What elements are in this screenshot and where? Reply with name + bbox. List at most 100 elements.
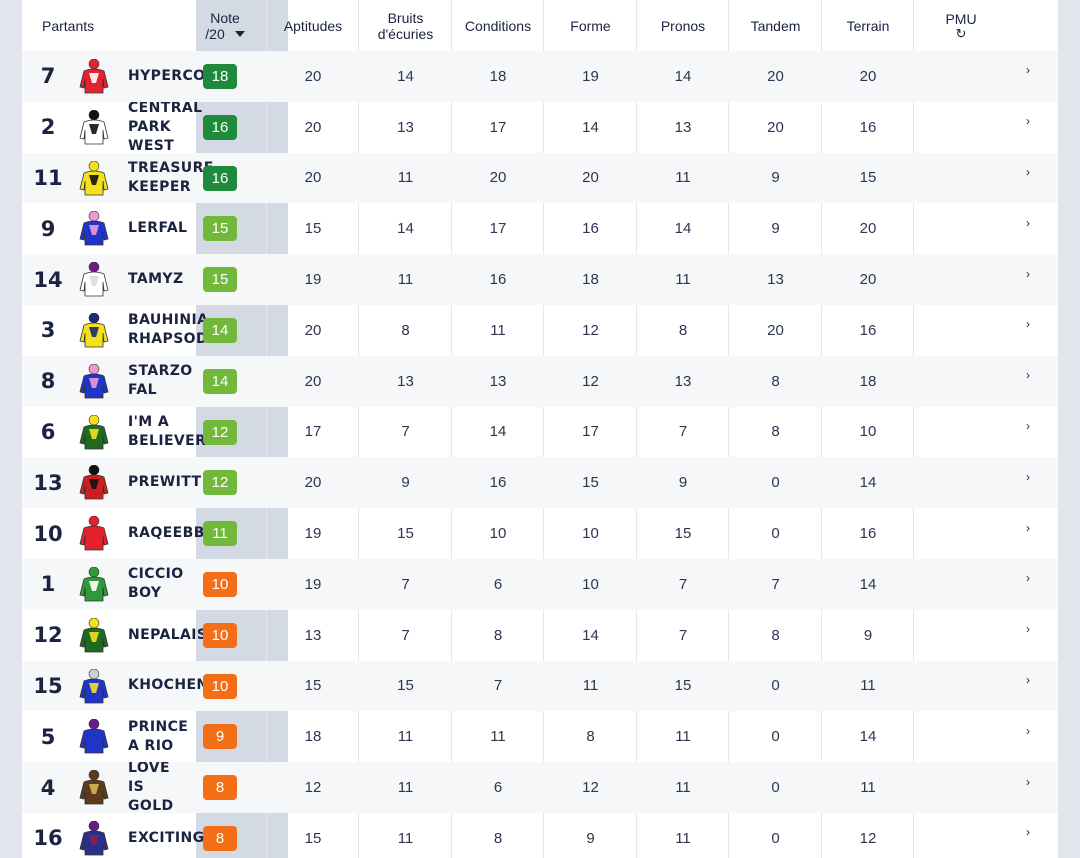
conditions-value: 16 [489, 474, 507, 492]
chevron-right-icon[interactable]: › [1026, 63, 1030, 78]
aptitudes-value: 19 [304, 575, 322, 593]
forme-value: 10 [582, 525, 599, 543]
jockey-silk-icon [77, 769, 111, 806]
column-header-conditions[interactable]: Conditions [452, 0, 544, 51]
pronos-value: 7 [678, 626, 688, 644]
conditions-value: 6 [493, 575, 503, 593]
chevron-right-icon[interactable]: › [1026, 368, 1030, 383]
chevron-right-icon[interactable]: › [1026, 672, 1030, 687]
horse-name[interactable]: STARZO FAL [128, 363, 193, 399]
column-header-terrain[interactable]: Terrain [822, 0, 914, 51]
note-badge: 16 [203, 114, 237, 140]
forme-value: 19 [582, 67, 599, 85]
chevron-right-icon[interactable]: › [1026, 723, 1030, 738]
horse-name[interactable]: RAQEEBB [128, 525, 205, 542]
forme-value: 20 [582, 169, 599, 187]
horse-name[interactable]: I'M A BELIEVER [128, 413, 207, 449]
chevron-right-icon[interactable]: › [1026, 266, 1030, 281]
chevron-right-icon[interactable]: › [1026, 164, 1030, 179]
bruits-value: 11 [397, 728, 414, 746]
column-header-aptitudes[interactable]: Aptitudes [267, 0, 359, 51]
column-divider [728, 0, 729, 858]
column-header-forme[interactable]: Forme [544, 0, 637, 51]
chevron-right-icon[interactable]: › [1026, 825, 1030, 840]
bruits-value: 13 [397, 118, 414, 136]
table-row[interactable]: 12 NEPALAIS 10 13 7 8 14 7 8 9 › [22, 610, 1058, 661]
refresh-icon[interactable]: ↻ [955, 25, 967, 41]
chevron-right-icon[interactable]: › [1026, 571, 1030, 586]
caret-down-icon[interactable] [234, 30, 245, 37]
note-badge: 16 [203, 165, 237, 191]
pronos-value: 11 [675, 779, 691, 797]
jockey-silk-icon [77, 58, 111, 95]
table-row[interactable]: 14 TAMYZ 15 19 11 16 18 11 13 20 › [22, 254, 1058, 305]
column-header-bruits[interactable]: Bruits d'écuries [359, 0, 452, 51]
conditions-value: 7 [493, 677, 503, 695]
table-row[interactable]: 9 LERFAL 15 15 14 17 16 14 9 20 › [22, 203, 1058, 254]
chevron-right-icon[interactable]: › [1026, 114, 1030, 129]
tandem-value: 20 [767, 321, 784, 339]
table-row[interactable]: 6 I'M A BELIEVER 12 17 7 14 17 7 8 10 › [22, 407, 1058, 458]
column-header-tandem[interactable]: Tandem [729, 0, 822, 51]
horse-name[interactable]: TAMYZ [128, 271, 184, 288]
horse-name[interactable]: PRINCE A RIO [128, 718, 189, 754]
table-row[interactable]: 7 HYPERCORE 18 20 14 18 19 14 20 20 › [22, 51, 1058, 102]
column-header-pmu[interactable]: PMU ↻ [914, 0, 1008, 51]
runner-number: 14 [33, 267, 63, 292]
aptitudes-value: 20 [304, 169, 322, 187]
horse-name[interactable]: EXCITING [128, 829, 205, 846]
chevron-right-icon[interactable]: › [1026, 317, 1030, 332]
table-row[interactable]: 8 STARZO FAL 14 20 13 13 12 13 8 18 › [22, 355, 1058, 407]
horse-name[interactable]: BAUHINIA RHAPSODY [128, 312, 218, 348]
chevron-right-icon[interactable]: › [1026, 469, 1030, 484]
horse-name[interactable]: CICCIO BOY [128, 566, 184, 602]
horse-name[interactable]: NEPALAIS [128, 626, 208, 643]
tandem-value: 8 [771, 626, 780, 644]
table-row[interactable]: 3 BAUHINIA RHAPSODY 14 20 8 11 12 8 20 1… [22, 305, 1058, 356]
chevron-right-icon[interactable]: › [1026, 622, 1030, 637]
jockey-silk-icon [77, 719, 111, 755]
conditions-value: 11 [490, 728, 506, 746]
table-row[interactable]: 4 LOVE IS GOLD 8 12 11 6 12 11 0 11 › [22, 762, 1058, 813]
conditions-value: 11 [490, 321, 506, 339]
table-row[interactable]: 16 EXCITING 8 15 11 8 9 11 0 12 › [22, 813, 1058, 858]
horse-name[interactable]: LOVE IS GOLD [128, 762, 174, 813]
forme-value: 15 [582, 474, 599, 492]
bruits-value: 8 [401, 321, 410, 339]
jockey-silk-icon [77, 109, 111, 146]
jockey-silk-icon [77, 160, 111, 197]
runner-number: 4 [40, 775, 56, 800]
column-header-forme-label: Forme [570, 17, 611, 34]
pronos-value: 13 [674, 118, 692, 136]
chevron-right-icon[interactable]: › [1026, 215, 1030, 230]
horse-name[interactable]: LERFAL [128, 220, 188, 237]
column-header-note[interactable]: Note /20 [192, 0, 258, 51]
horse-name[interactable]: HYPERCORE [128, 67, 224, 84]
horse-name[interactable]: PREWITT [128, 474, 202, 491]
terrain-value: 11 [860, 677, 876, 695]
column-header-pronos[interactable]: Pronos [637, 0, 729, 51]
table-row[interactable]: 11 TREASURE KEEPER 16 20 11 20 20 11 9 1… [22, 152, 1058, 204]
table-row[interactable]: 1 CICCIO BOY 10 19 7 6 10 7 7 14 › [22, 558, 1058, 610]
table-row[interactable]: 13 PREWITT 12 20 9 16 15 9 0 14 › [22, 457, 1058, 509]
horse-name[interactable]: CENTRAL PARK WEST [128, 101, 203, 153]
column-header-note-sub: /20 [205, 25, 225, 42]
chevron-right-icon[interactable]: › [1026, 774, 1030, 789]
bruits-value: 15 [397, 525, 414, 543]
runner-number: 13 [33, 470, 63, 495]
note-badge: 14 [203, 368, 237, 394]
horse-name[interactable]: KHOCHENKO [128, 677, 224, 694]
chevron-right-icon[interactable]: › [1026, 520, 1030, 535]
column-header-partants[interactable]: Partants [42, 0, 162, 51]
table-row[interactable]: 5 PRINCE A RIO 9 18 11 11 8 11 0 14 › [22, 711, 1058, 762]
terrain-value: 20 [859, 220, 877, 238]
column-divider [451, 0, 452, 858]
chevron-right-icon[interactable]: › [1026, 418, 1030, 433]
table-row[interactable]: 15 KHOCHENKO 10 15 15 7 11 15 0 11 › [22, 660, 1058, 712]
table-row[interactable]: 2 CENTRAL PARK WEST 16 20 13 17 14 13 20… [22, 102, 1058, 153]
tandem-value: 7 [771, 575, 780, 593]
runners-table: Partants Note /20 Aptitudes Bruits d'écu… [22, 0, 1058, 858]
table-row[interactable]: 10 RAQEEBB 11 19 15 10 10 15 0 16 › [22, 508, 1058, 559]
horse-name[interactable]: TREASURE KEEPER [128, 159, 214, 195]
column-header-tandem-label: Tandem [750, 17, 801, 34]
